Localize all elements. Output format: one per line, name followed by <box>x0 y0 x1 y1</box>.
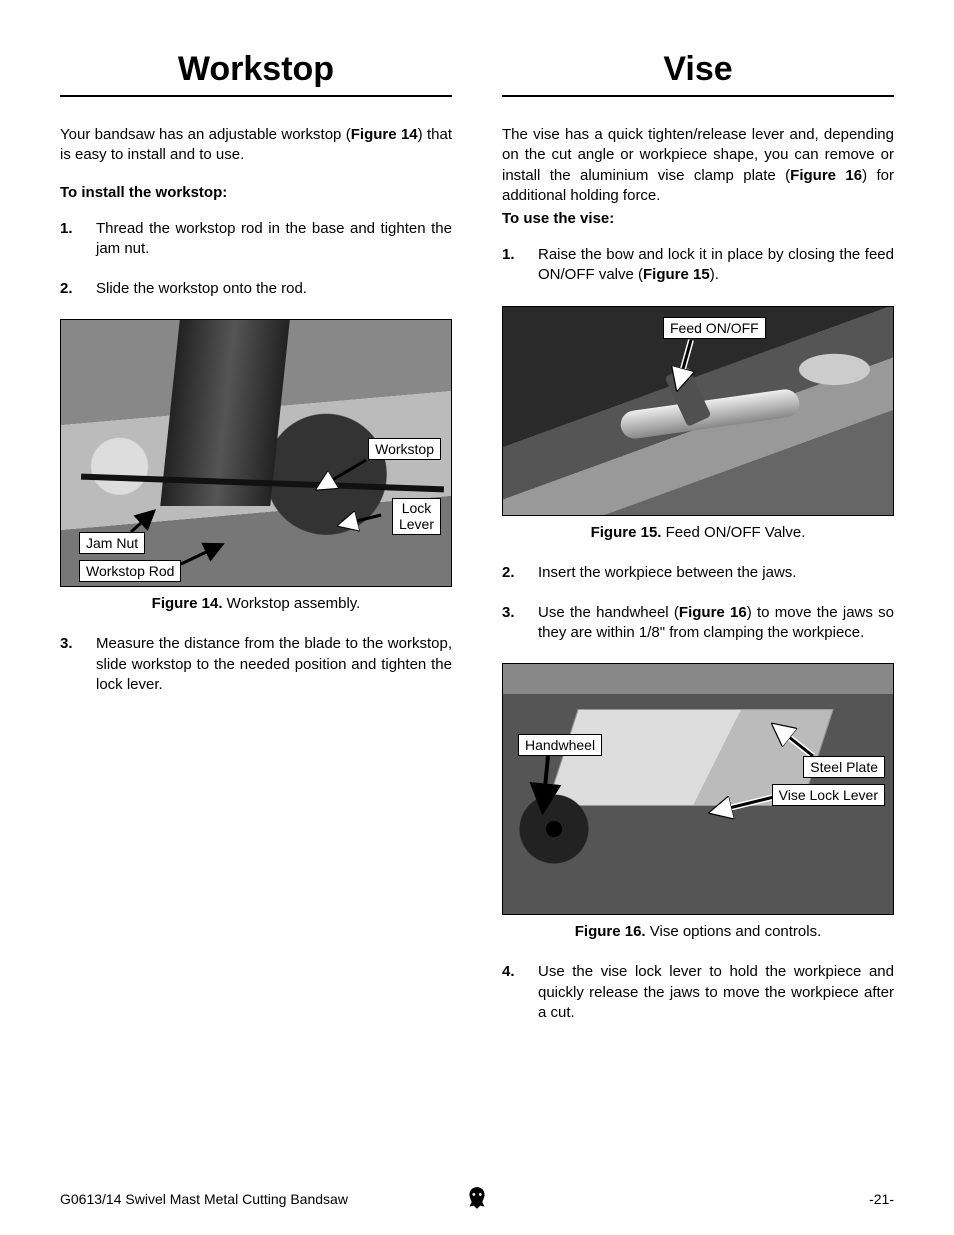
label-workstop-rod: Workstop Rod <box>79 560 181 582</box>
page-footer: G0613/14 Swivel Mast Metal Cutting Bands… <box>60 1191 894 1207</box>
figure-14: Workstop Lock Lever Jam Nut Workstop Rod <box>60 319 452 587</box>
vise-title: Vise <box>502 50 894 97</box>
figure-16: Handwheel Steel Plate Vise Lock Lever <box>502 663 894 915</box>
vise-step-3: Use the handwheel (Figure 16) to move th… <box>502 603 894 644</box>
footer-page-number: -21- <box>869 1191 894 1207</box>
vise-steps-list-a: Raise the bow and lock it in place by cl… <box>502 245 894 286</box>
vise-step-2: Insert the workpiece between the jaws. <box>502 563 894 583</box>
text: Lock <box>402 500 432 516</box>
figure-14-caption: Figure 14. Workstop assembly. <box>60 595 452 612</box>
label-workstop: Workstop <box>368 438 441 460</box>
label-vise-lock: Vise Lock Lever <box>772 784 885 806</box>
install-steps-list-a: Thread the workstop rod in the base and … <box>60 219 452 300</box>
vise-intro: The vise has a quick tighten/release lev… <box>502 125 894 206</box>
caption-text: Workstop assembly. <box>223 595 361 612</box>
text: ). <box>710 266 719 283</box>
two-column-layout: Workstop Your bandsaw has an adjustable … <box>60 50 894 1043</box>
vise-steps-list-c: Use the vise lock lever to hold the work… <box>502 962 894 1023</box>
vise-step-4: Use the vise lock lever to hold the work… <box>502 962 894 1023</box>
vise-step-1: Raise the bow and lock it in place by cl… <box>502 245 894 286</box>
caption-bold: Figure 14. <box>152 595 223 612</box>
figure-ref: Figure 14 <box>351 126 418 143</box>
text: Use the handwheel ( <box>538 604 679 621</box>
label-steel-plate: Steel Plate <box>803 756 885 778</box>
figure-15-caption: Figure 15. Feed ON/OFF Valve. <box>502 524 894 541</box>
use-heading: To use the vise: <box>502 210 894 227</box>
vise-steps-list-b: Insert the workpiece between the jaws. U… <box>502 563 894 644</box>
caption-bold: Figure 16. <box>575 923 646 940</box>
caption-bold: Figure 15. <box>591 524 662 541</box>
figure-ref: Figure 15 <box>643 266 710 283</box>
workstop-intro: Your bandsaw has an adjustable workstop … <box>60 125 452 166</box>
step-2: Slide the workstop onto the rod. <box>60 279 452 299</box>
footer-left: G0613/14 Swivel Mast Metal Cutting Bands… <box>60 1191 348 1207</box>
workstop-title: Workstop <box>60 50 452 97</box>
install-steps-list-b: Measure the distance from the blade to t… <box>60 634 452 695</box>
caption-text: Feed ON/OFF Valve. <box>661 524 805 541</box>
caption-text: Vise options and controls. <box>646 923 822 940</box>
left-column: Workstop Your bandsaw has an adjustable … <box>60 50 452 1043</box>
footer-logo-icon <box>464 1185 490 1214</box>
label-jam-nut: Jam Nut <box>79 532 145 554</box>
label-lock-lever: Lock Lever <box>392 498 441 535</box>
figure-ref: Figure 16 <box>679 604 747 621</box>
step-1: Thread the workstop rod in the base and … <box>60 219 452 260</box>
label-handwheel: Handwheel <box>518 734 602 756</box>
figure-16-caption: Figure 16. Vise options and controls. <box>502 923 894 940</box>
label-feed-onoff: Feed ON/OFF <box>663 317 766 339</box>
right-column: Vise The vise has a quick tighten/releas… <box>502 50 894 1043</box>
text: Lever <box>399 516 434 532</box>
figure-ref: Figure 16 <box>790 167 862 184</box>
step-3: Measure the distance from the blade to t… <box>60 634 452 695</box>
install-heading: To install the workstop: <box>60 184 452 201</box>
text: Your bandsaw has an adjustable workstop … <box>60 126 351 143</box>
figure-15: Feed ON/OFF <box>502 306 894 516</box>
